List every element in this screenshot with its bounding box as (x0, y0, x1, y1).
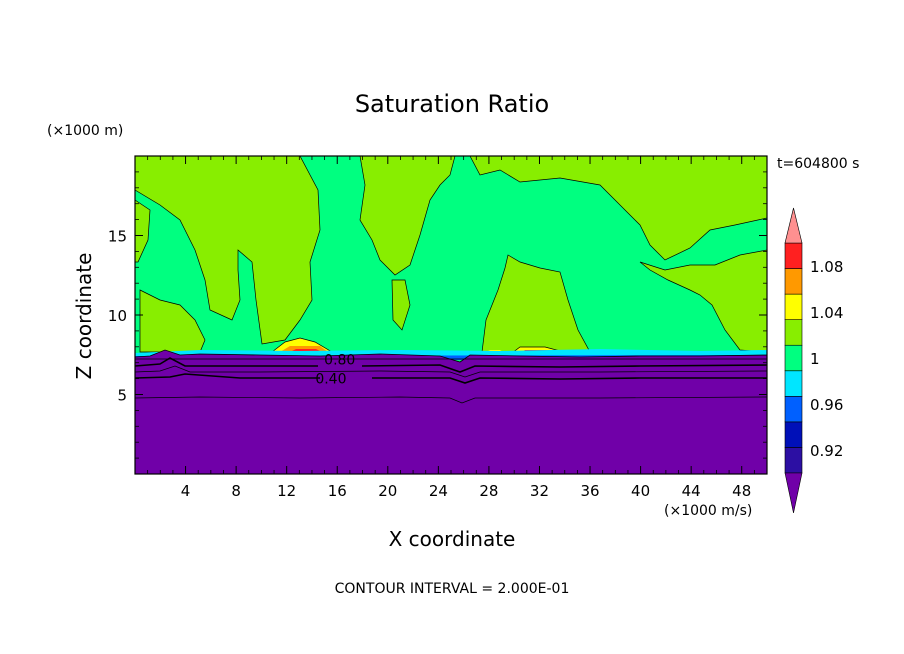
x-tick-label: 48 (732, 482, 751, 500)
y-tick-label: 10 (108, 307, 127, 325)
contour-interval-footer: CONTOUR INTERVAL = 2.000E-01 (335, 581, 570, 597)
contour-label: 0.40 (315, 372, 346, 388)
region-center-block (481, 254, 591, 353)
y-tick-label: 5 (117, 387, 127, 405)
y-unit-label: (×1000 m) (47, 123, 123, 139)
colorbar-tick-label: 1.04 (810, 304, 843, 322)
contour-labels: 0.80 0.40 (315, 353, 355, 388)
x-tick-label: 20 (378, 482, 397, 500)
contour-label: 0.80 (324, 353, 355, 369)
contour-line-thin-1 (135, 365, 767, 378)
x-tick-label: 28 (479, 482, 498, 500)
colorbar: 1.08 1.04 1 0.96 0.92 (784, 207, 843, 514)
colorbar-tick-label: 1.08 (810, 258, 843, 276)
x-tick-label: 16 (328, 482, 347, 500)
colorbar-bin (784, 421, 803, 448)
contour-field (135, 156, 767, 474)
colorbar-bin (784, 242, 803, 269)
x-tick-label: 32 (530, 482, 549, 500)
colorbar-bottom-triangle (784, 472, 803, 514)
colorbar-tick-label: 0.92 (810, 442, 843, 460)
contour-line-thin-2 (135, 396, 767, 404)
colorbar-bin (784, 396, 803, 423)
region-center-green (359, 156, 767, 276)
colorbar-bin (784, 293, 803, 320)
colorbar-bin (784, 268, 803, 295)
x-tick-label: 12 (277, 482, 296, 500)
y-tick-label: 15 (108, 228, 127, 246)
colorbar-bin (784, 447, 803, 474)
contour-line-0.8 (135, 357, 767, 373)
region-right-block (639, 249, 767, 353)
time-label: t=604800 s (777, 156, 859, 172)
region-upper-left-green (135, 156, 321, 345)
colorbar-tick-label: 1 (810, 350, 820, 368)
region-mid-column (391, 279, 411, 331)
x-unit-label: (×1000 m/s) (664, 503, 752, 519)
region-left-patch (135, 199, 151, 263)
y-axis-label: Z coordinate (72, 253, 96, 380)
x-tick-label: 8 (231, 482, 241, 500)
y-axis-ticks: 5 10 15 (108, 171, 767, 459)
colorbar-bin (784, 370, 803, 397)
colorbar-bin (784, 344, 803, 372)
contour-line-0.4 (135, 373, 767, 384)
colorbar-top-triangle (784, 207, 803, 244)
region-left-lower (139, 289, 206, 353)
x-tick-label: 40 (631, 482, 650, 500)
band-purple-lower (135, 349, 767, 474)
x-tick-label: 24 (429, 482, 448, 500)
chart-title: Saturation Ratio (355, 90, 549, 118)
colorbar-bin (784, 319, 803, 346)
x-tick-label: 4 (181, 482, 191, 500)
x-axis-label: X coordinate (389, 527, 516, 551)
x-axis-ticks: 4 8 12 16 20 24 28 32 36 40 44 48 (147, 156, 755, 500)
colorbar-tick-label: 0.96 (810, 396, 843, 414)
x-tick-label: 44 (682, 482, 701, 500)
x-tick-label: 36 (580, 482, 599, 500)
